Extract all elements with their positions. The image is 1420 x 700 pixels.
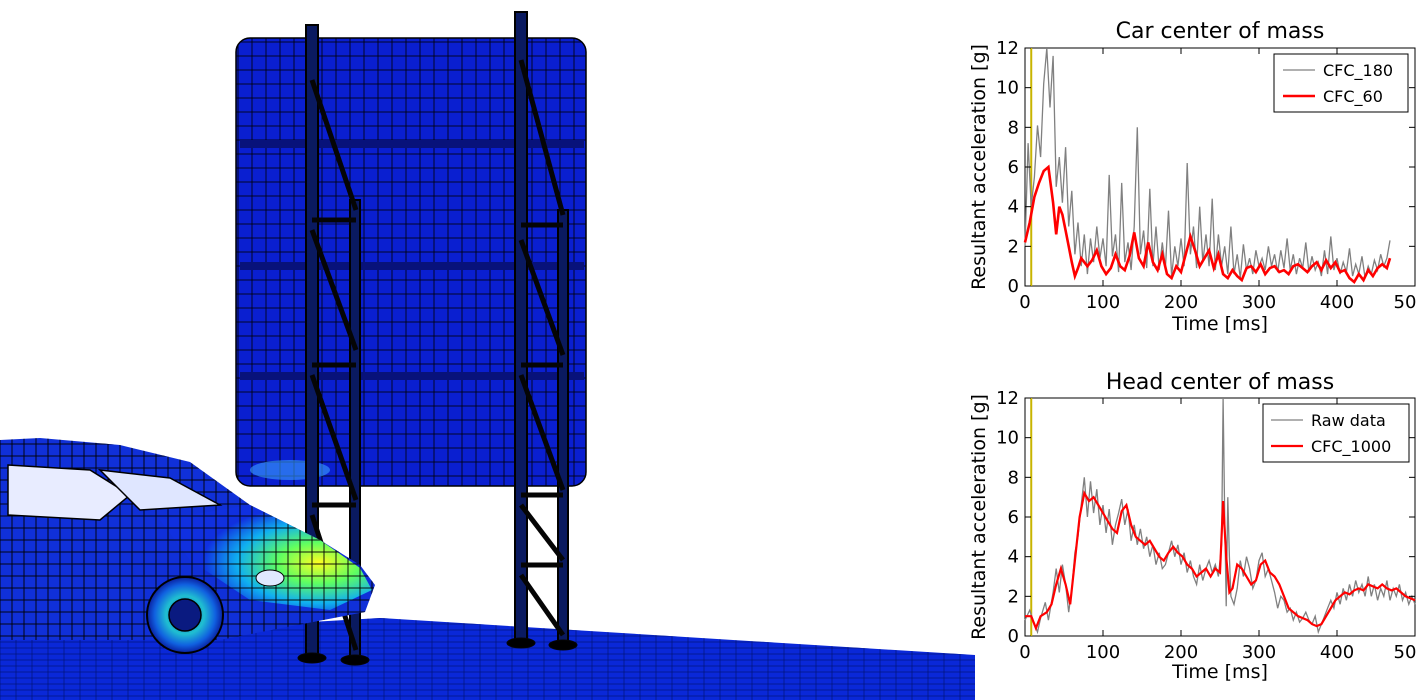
y-tick-label: 6	[1008, 157, 1019, 178]
x-tick-label: 100	[1086, 292, 1120, 313]
y-tick-label: 8	[1008, 467, 1019, 488]
legend-box	[1262, 403, 1410, 463]
y-tick-label: 12	[996, 388, 1019, 409]
series-line-cfc-1000	[1025, 490, 1416, 632]
crash-simulation-view	[0, 11, 975, 700]
y-axis-ticks: 0 2 4 6 8 10 12	[996, 388, 1019, 647]
legend: CFC_180 CFC_60	[1273, 53, 1409, 113]
y-tick-label: 4	[1008, 547, 1019, 568]
y-tick-label: 0	[1008, 276, 1019, 297]
series-line-cfc-60	[1023, 164, 1392, 284]
x-tick-label: 300	[1242, 292, 1276, 313]
x-tick-label: 0	[1019, 292, 1030, 313]
x-axis-label: Time [ms]	[1171, 313, 1268, 335]
y-tick-label: 0	[1008, 626, 1019, 647]
x-tick-label: 0	[1019, 642, 1030, 663]
legend-label: Raw data	[1311, 411, 1386, 430]
y-axis-label: Resultant acceleration [g]	[968, 394, 990, 640]
x-tick-label: 200	[1164, 642, 1198, 663]
y-tick-label: 10	[996, 428, 1019, 449]
car-acceleration-chart: Car center of mass 0 2 4 6 8 10 12 0 100…	[968, 19, 1416, 335]
y-tick-label: 6	[1008, 507, 1019, 528]
x-axis-ticks: 0 100 200 300 400 50	[1019, 292, 1416, 313]
x-tick-label: 200	[1164, 292, 1198, 313]
x-tick-label: 50	[1394, 642, 1417, 663]
x-tick-label: 300	[1242, 642, 1276, 663]
x-tick-label: 100	[1086, 642, 1120, 663]
legend-box	[1273, 53, 1409, 113]
y-tick-label: 2	[1008, 236, 1019, 257]
y-tick-label: 8	[1008, 117, 1019, 138]
legend-label: CFC_60	[1323, 87, 1383, 107]
x-tick-label: 50	[1394, 292, 1417, 313]
sign-support-truss	[297, 11, 578, 666]
car-crash-mesh	[0, 438, 375, 654]
chart-title: Head center of mass	[1106, 370, 1334, 395]
legend: Raw data CFC_1000	[1262, 403, 1410, 463]
ground-mesh	[0, 618, 975, 700]
legend-label: CFC_1000	[1311, 437, 1391, 457]
y-axis-label: Resultant acceleration [g]	[968, 44, 990, 290]
tick-marks	[1024, 397, 1416, 637]
sign-panel-mesh	[235, 37, 587, 487]
tick-marks	[1024, 47, 1416, 287]
y-tick-label: 12	[996, 38, 1019, 59]
x-tick-label: 400	[1320, 642, 1354, 663]
x-tick-label: 400	[1320, 292, 1354, 313]
chart-title: Car center of mass	[1116, 19, 1325, 44]
y-axis-ticks: 0 2 4 6 8 10 12	[996, 38, 1019, 297]
x-axis-ticks: 0 100 200 300 400 50	[1019, 642, 1416, 663]
y-tick-label: 10	[996, 78, 1019, 99]
head-acceleration-chart: Head center of mass 0 2 4 6 8 10 12 0 10…	[968, 370, 1416, 683]
y-tick-label: 2	[1008, 586, 1019, 607]
y-tick-label: 4	[1008, 197, 1019, 218]
legend-label: CFC_180	[1323, 61, 1393, 81]
x-axis-label: Time [ms]	[1171, 661, 1268, 683]
series-line-cfc-180	[1024, 47, 1391, 279]
